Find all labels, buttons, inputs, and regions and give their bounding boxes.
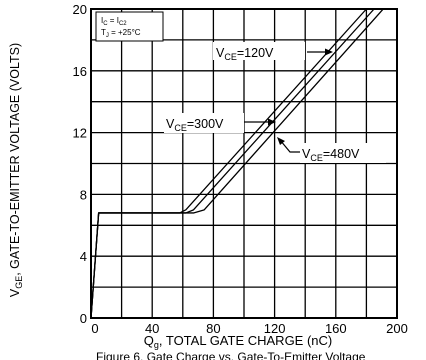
y-tick-label: 20 xyxy=(73,2,87,17)
label-vce-300v: VCE=300V xyxy=(166,117,224,133)
annotation-vce-480v: VCE=480V xyxy=(277,137,386,163)
x-tick-label: 0 xyxy=(91,321,98,336)
label-vce-480v: VCE=480V xyxy=(302,147,360,163)
grid-lines xyxy=(91,9,397,318)
x-tick-label: 80 xyxy=(206,321,220,336)
y-tick-label: 12 xyxy=(73,126,87,141)
y-tick-label: 16 xyxy=(73,64,87,79)
y-axis-label: VGE, GATE-TO-EMITTER VOLTAGE (VOLTS) xyxy=(8,43,24,297)
x-tick-label: 160 xyxy=(325,321,347,336)
conditions-box: IC = IC2 TJ = +25°C xyxy=(95,11,164,42)
y-tick-label: 4 xyxy=(80,249,87,264)
series-line-2 xyxy=(90,8,384,319)
x-axis-label: Qg, TOTAL GATE CHARGE (nC) xyxy=(144,333,333,350)
plot-frame xyxy=(90,8,398,319)
figure-caption: Figure 6. Gate Charge vs. Gate-To-Emitte… xyxy=(96,350,366,360)
data-series xyxy=(90,8,384,319)
label-vce-120v: VCE=120V xyxy=(216,46,274,62)
y-tick-label: 8 xyxy=(80,187,87,202)
y-tick-label: 0 xyxy=(80,311,87,326)
tick-labels: 0 40 80 120 160 200 0 4 8 12 16 20 xyxy=(73,2,408,336)
x-tick-label: 120 xyxy=(264,321,286,336)
annotation-vce-120v: VCE=120V xyxy=(213,42,333,62)
annotation-vce-300v: VCE=300V xyxy=(164,113,276,133)
condition-temperature: TJ = +25°C xyxy=(101,28,141,39)
condition-current: IC = IC2 xyxy=(101,16,127,27)
x-tick-label: 200 xyxy=(386,321,408,336)
x-tick-label: 40 xyxy=(145,321,159,336)
